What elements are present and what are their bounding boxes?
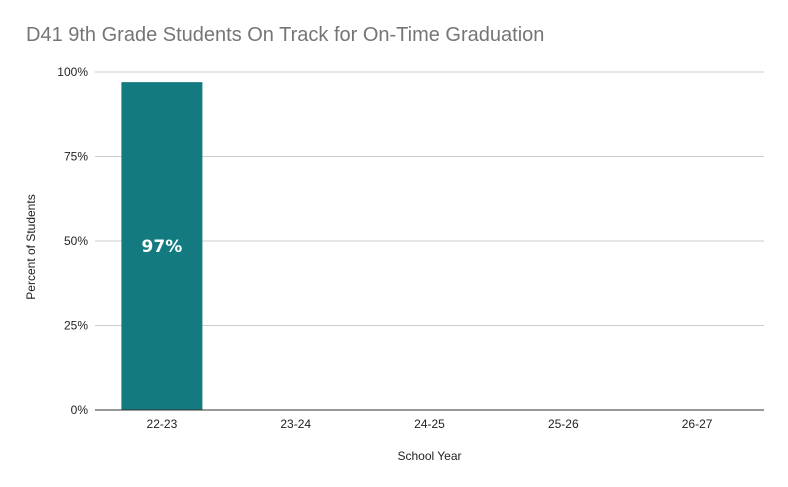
bars: [121, 82, 203, 410]
y-tick-labels: 0% 25% 50% 75% 100%: [57, 65, 88, 417]
y-tick-label: 0%: [71, 403, 89, 417]
x-axis-title: School Year: [397, 449, 461, 463]
x-tick-label: 25-26: [548, 417, 579, 431]
bar: [121, 82, 203, 410]
y-tick-label: 50%: [64, 234, 88, 248]
x-tick-label: 22-23: [147, 417, 178, 431]
x-tick-label: 26-27: [682, 417, 713, 431]
y-axis-title: Percent of Students: [24, 194, 38, 299]
x-tick-label: 23-24: [280, 417, 311, 431]
x-tick-label: 24-25: [414, 417, 445, 431]
y-tick-label: 100%: [57, 65, 88, 79]
bar-data-label: 97%: [142, 237, 183, 257]
y-tick-label: 75%: [64, 150, 88, 164]
chart-title: D41 9th Grade Students On Track for On-T…: [26, 24, 545, 46]
x-tick-labels: 22-23 23-24 24-25 25-26 26-27: [147, 417, 713, 431]
y-tick-label: 25%: [64, 319, 88, 333]
gridlines: [95, 71, 764, 326]
data-labels: 97%: [142, 237, 183, 257]
